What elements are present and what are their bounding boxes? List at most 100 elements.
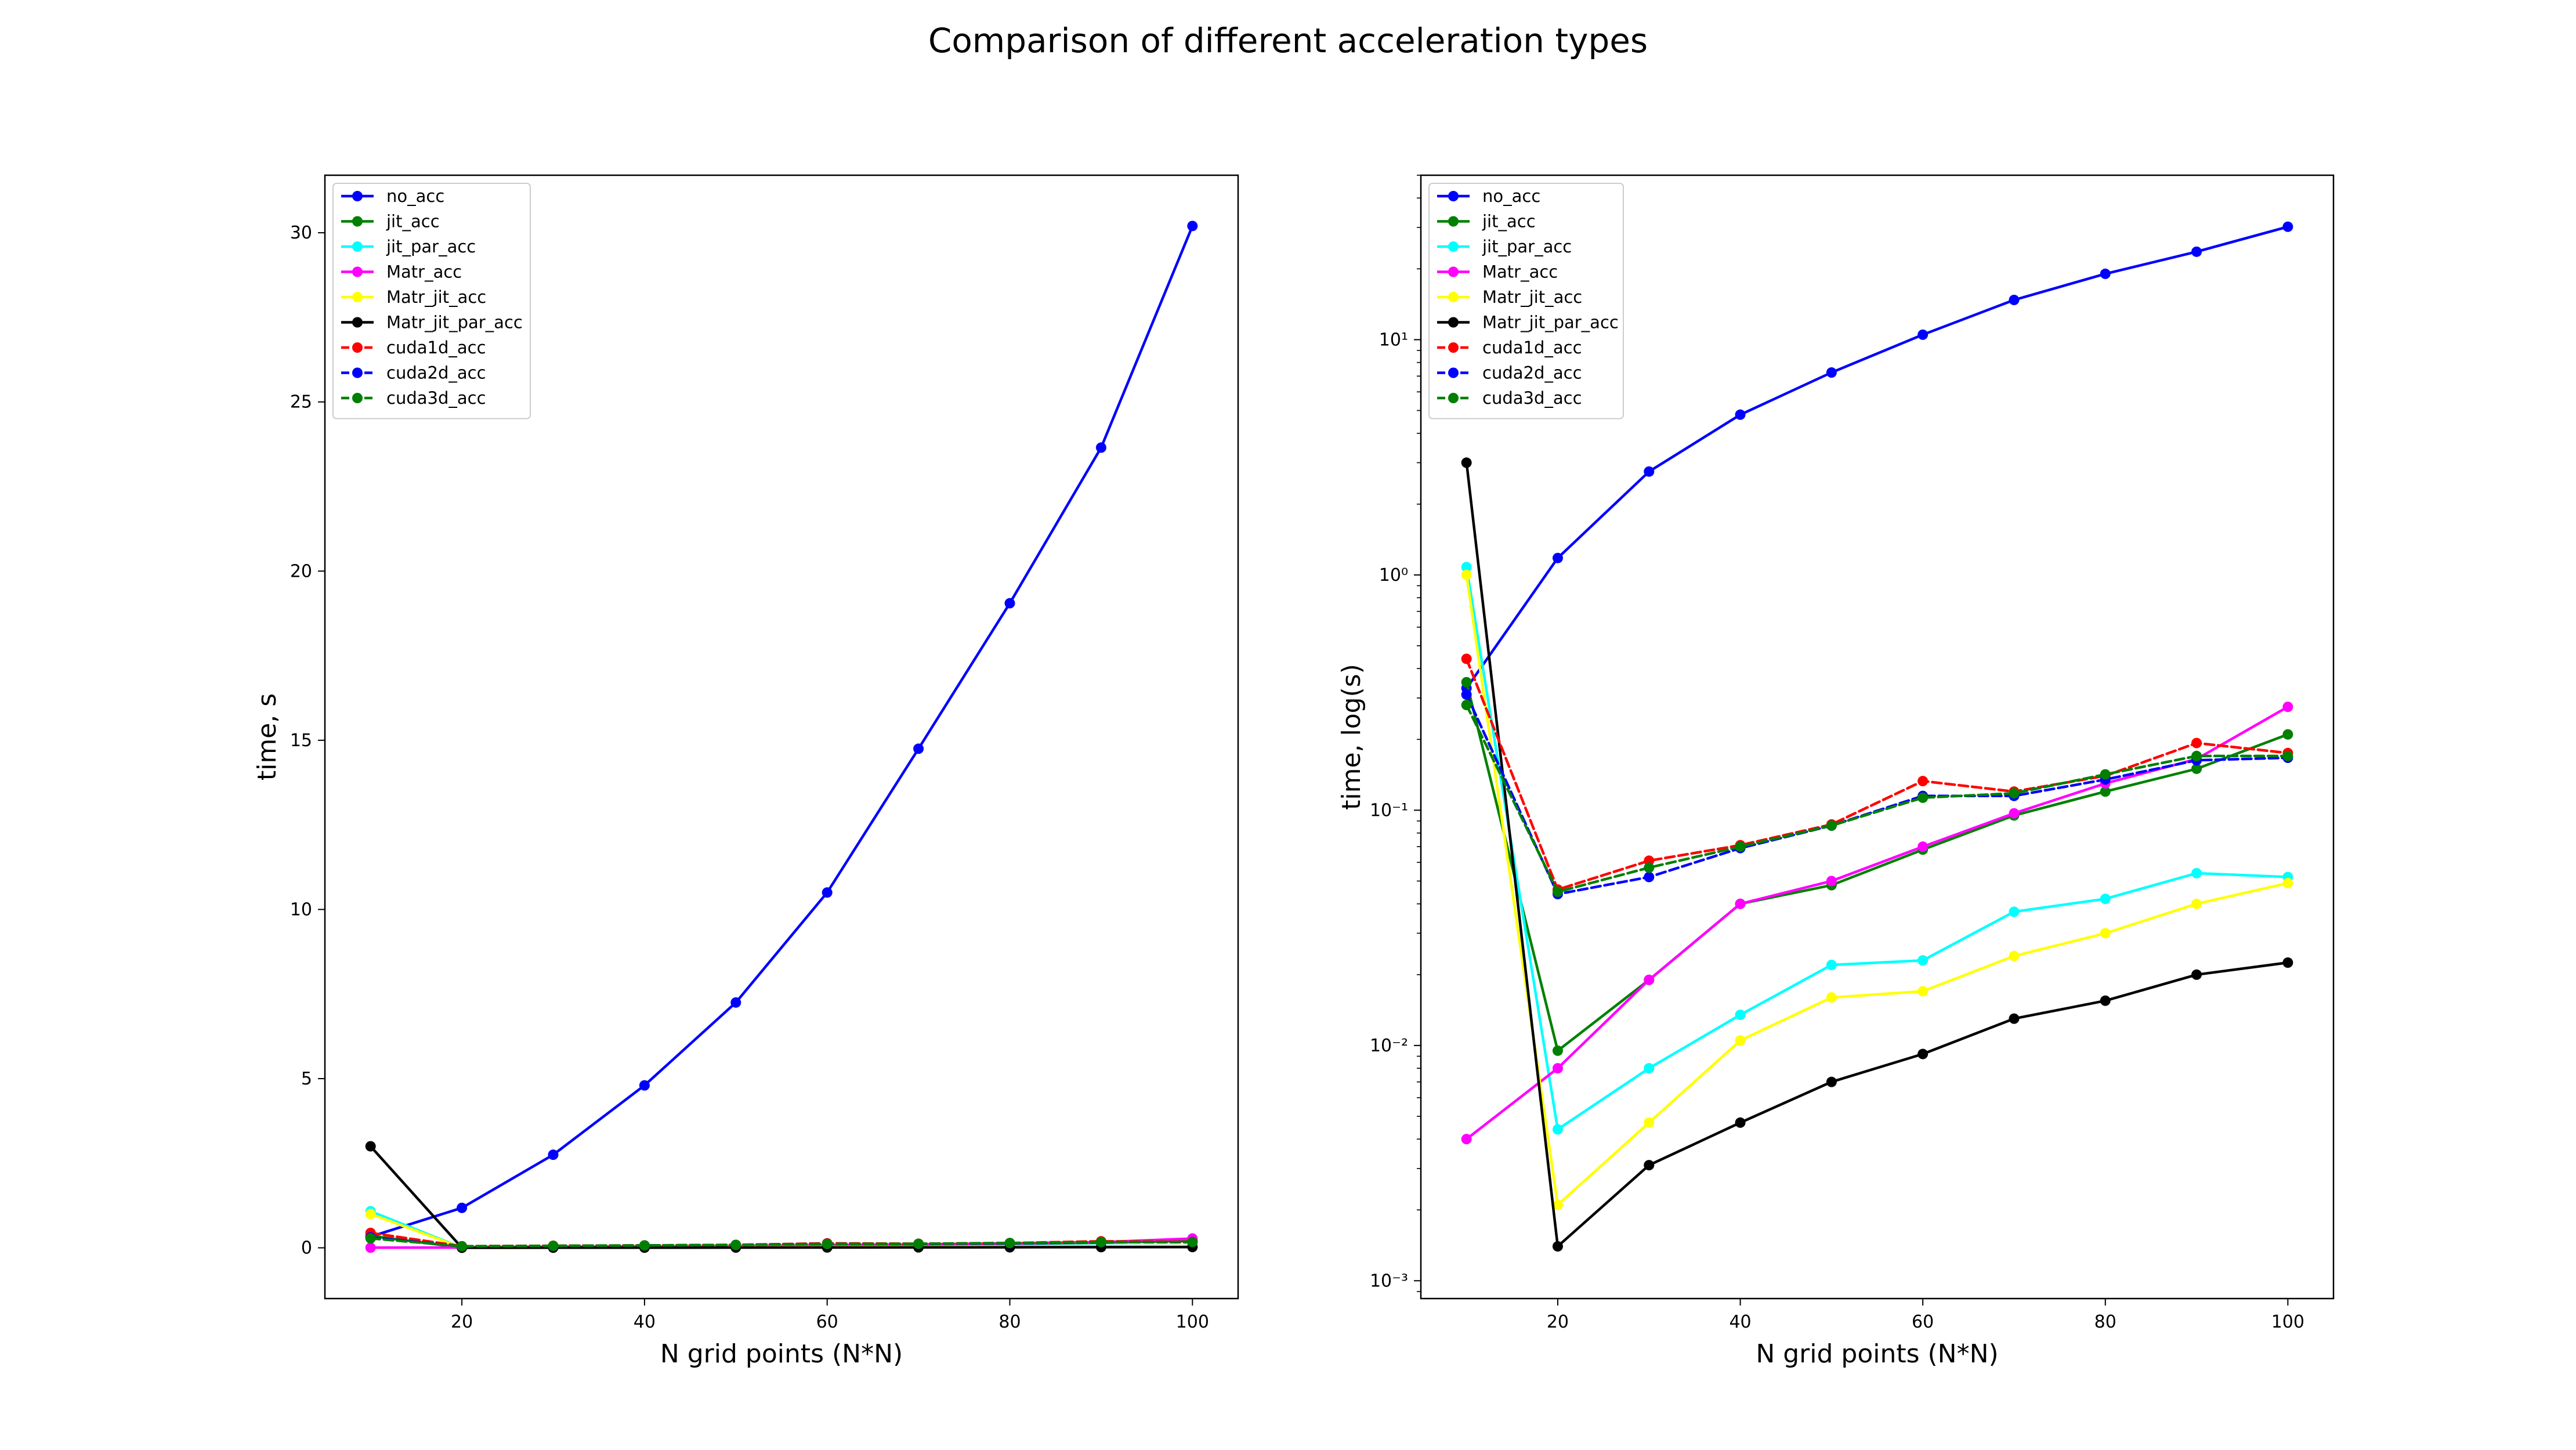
legend-marker-cuda3d-acc bbox=[352, 393, 363, 403]
data-point-jit-par-acc bbox=[1461, 562, 1472, 573]
data-point-cuda3d-acc bbox=[1735, 841, 1746, 852]
data-point-no-acc bbox=[1826, 367, 1837, 378]
data-point-matr-jit-par-acc bbox=[1461, 457, 1472, 468]
data-point-jit-par-acc bbox=[2100, 894, 2111, 905]
data-point-matr-jit-par-acc bbox=[2100, 995, 2111, 1006]
legend-marker-matr-acc bbox=[352, 266, 363, 277]
plot-frame bbox=[1420, 174, 2335, 1300]
data-point-jit-par-acc bbox=[2009, 906, 2020, 917]
data-point-jit-acc bbox=[1461, 677, 1472, 688]
legend-label-cuda3d-acc: cuda3d_acc bbox=[1482, 388, 1582, 408]
legend-label-matr-acc: Matr_acc bbox=[1482, 262, 1558, 282]
data-point-cuda3d-acc bbox=[639, 1240, 650, 1251]
data-point-no-acc bbox=[2100, 268, 2111, 279]
x-tick-label: 100 bbox=[1176, 1312, 1209, 1332]
data-point-matr-acc bbox=[2009, 808, 2020, 819]
data-point-no-acc bbox=[1004, 598, 1015, 609]
data-point-cuda2d-acc bbox=[1461, 689, 1472, 700]
legend-marker-cuda3d-acc bbox=[1448, 393, 1459, 403]
data-point-cuda1d-acc bbox=[1461, 653, 1472, 664]
y-tick-label: 30 bbox=[290, 223, 312, 243]
data-point-jit-par-acc bbox=[1644, 1063, 1655, 1074]
data-point-no-acc bbox=[730, 997, 741, 1008]
legend-label-jit-acc: jit_acc bbox=[1482, 212, 1536, 232]
figure-title: Comparison of different acceleration typ… bbox=[928, 21, 1648, 60]
data-point-matr-jit-par-acc bbox=[1552, 1241, 1563, 1252]
data-point-no-acc bbox=[1735, 409, 1746, 420]
y-tick-label: 20 bbox=[290, 561, 312, 581]
y-tick-label: 10⁻¹ bbox=[1370, 800, 1408, 820]
y-tick-label: 10⁻² bbox=[1370, 1036, 1408, 1056]
data-point-matr-jit-acc bbox=[2100, 928, 2111, 939]
x-tick-label: 100 bbox=[2271, 1312, 2304, 1332]
legend-marker-jit-par-acc bbox=[1448, 241, 1459, 252]
data-point-jit-acc bbox=[2191, 763, 2202, 774]
data-point-cuda3d-acc bbox=[1095, 1236, 1106, 1247]
y-axis-label: time, log(s) bbox=[1337, 664, 1366, 810]
legend-marker-cuda2d-acc bbox=[1448, 367, 1459, 378]
x-tick-label: 20 bbox=[1547, 1312, 1569, 1332]
legend-label-matr-jit-par-acc: Matr_jit_par_acc bbox=[1482, 313, 1619, 332]
legend-marker-matr-jit-acc bbox=[352, 292, 363, 302]
data-point-matr-jit-acc bbox=[1644, 1117, 1655, 1128]
x-tick-label: 40 bbox=[1729, 1312, 1751, 1332]
data-point-no-acc bbox=[913, 743, 924, 754]
x-tick-label: 40 bbox=[634, 1312, 656, 1332]
x-tick-label: 20 bbox=[451, 1312, 473, 1332]
data-point-no-acc bbox=[2191, 246, 2202, 257]
legend-box bbox=[332, 183, 531, 420]
data-point-matr-jit-acc bbox=[1552, 1199, 1563, 1210]
data-point-no-acc bbox=[457, 1202, 468, 1213]
x-tick-label: 80 bbox=[998, 1312, 1021, 1332]
series-line-jit-acc bbox=[1465, 681, 2289, 1053]
data-point-cuda3d-acc bbox=[1826, 820, 1837, 831]
data-point-cuda3d-acc bbox=[1187, 1236, 1198, 1247]
data-point-matr-jit-par-acc bbox=[1644, 1160, 1655, 1171]
data-point-matr-jit-acc bbox=[365, 1209, 376, 1220]
legend-label-cuda2d-acc: cuda2d_acc bbox=[386, 363, 486, 383]
data-point-matr-jit-acc bbox=[2191, 898, 2202, 909]
data-point-cuda3d-acc bbox=[1004, 1238, 1015, 1249]
y-tick-label: 10⁻³ bbox=[1370, 1271, 1408, 1291]
legend-label-jit-acc: jit_acc bbox=[386, 212, 440, 232]
legend-label-cuda2d-acc: cuda2d_acc bbox=[1482, 363, 1582, 383]
series-line-no-acc bbox=[369, 225, 1194, 1238]
data-point-no-acc bbox=[639, 1080, 650, 1091]
data-point-matr-acc bbox=[1735, 898, 1746, 909]
data-point-cuda3d-acc bbox=[822, 1238, 833, 1249]
data-point-matr-jit-par-acc bbox=[2282, 957, 2293, 968]
data-point-cuda3d-acc bbox=[2009, 788, 2020, 799]
data-point-cuda3d-acc bbox=[1552, 886, 1563, 897]
legend-marker-jit-acc bbox=[352, 216, 363, 227]
data-point-matr-jit-acc bbox=[1826, 992, 1837, 1003]
legend-marker-cuda1d-acc bbox=[352, 342, 363, 353]
data-point-matr-acc bbox=[1826, 876, 1837, 887]
data-point-matr-jit-par-acc bbox=[2191, 969, 2202, 980]
legend-label-no-acc: no_acc bbox=[386, 186, 444, 206]
data-point-cuda3d-acc bbox=[1917, 792, 1929, 803]
data-point-jit-par-acc bbox=[1826, 959, 1837, 970]
legend-marker-no-acc bbox=[352, 191, 363, 201]
legend-marker-matr-acc bbox=[1448, 266, 1459, 277]
data-point-matr-jit-acc bbox=[2009, 950, 2020, 961]
data-point-no-acc bbox=[822, 887, 833, 898]
y-tick-label: 10 bbox=[290, 899, 312, 920]
data-point-no-acc bbox=[1644, 466, 1655, 477]
data-point-cuda1d-acc bbox=[2191, 737, 2202, 748]
legend-label-jit-par-acc: jit_par_acc bbox=[1482, 237, 1572, 256]
series-line-matr-jit-par-acc bbox=[369, 1145, 1194, 1249]
series-line-jit-par-acc bbox=[1465, 566, 2289, 1131]
y-tick-label: 5 bbox=[301, 1069, 312, 1089]
data-point-cuda3d-acc bbox=[2100, 769, 2111, 780]
legend-label-jit-par-acc: jit_par_acc bbox=[386, 237, 476, 256]
legend-label-cuda1d-acc: cuda1d_acc bbox=[386, 338, 486, 357]
legend-label-matr-jit-par-acc: Matr_jit_par_acc bbox=[386, 313, 523, 332]
linear-chart-panel: 20 40 60 80 100 0 5 10 15 20 25 30 N grid points (N*… bbox=[252, 174, 1239, 1369]
series-line-cuda3d-acc bbox=[1465, 703, 2289, 894]
data-point-jit-par-acc bbox=[1552, 1124, 1563, 1135]
plot-frame bbox=[324, 174, 1239, 1300]
data-point-matr-jit-acc bbox=[1461, 569, 1472, 580]
legend-marker-jit-acc bbox=[1448, 216, 1459, 227]
y-tick-label: 15 bbox=[290, 731, 312, 751]
y-tick-label: 10⁰ bbox=[1379, 565, 1408, 585]
